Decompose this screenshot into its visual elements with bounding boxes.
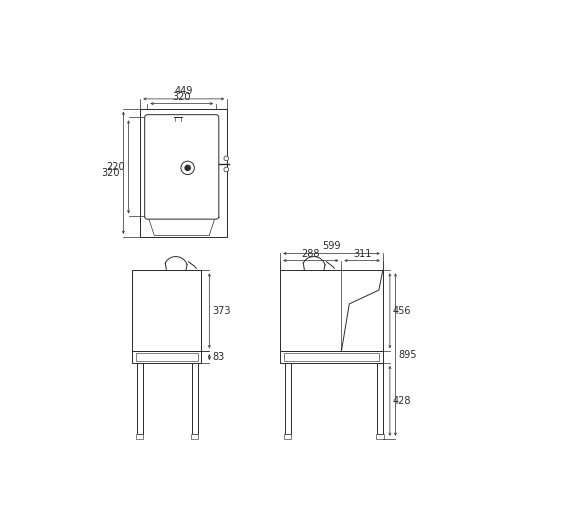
Text: 320: 320 xyxy=(101,168,120,178)
Bar xyxy=(191,434,198,439)
Bar xyxy=(140,109,227,237)
Bar xyxy=(132,351,201,363)
Bar xyxy=(136,434,144,439)
Text: 83: 83 xyxy=(213,352,225,362)
Text: 320: 320 xyxy=(173,92,191,102)
Bar xyxy=(137,363,142,434)
Text: 373: 373 xyxy=(213,306,231,316)
Text: 311: 311 xyxy=(353,248,371,259)
Circle shape xyxy=(224,167,229,172)
Bar xyxy=(132,270,201,351)
Bar xyxy=(136,353,198,361)
Bar xyxy=(285,363,291,434)
Text: 428: 428 xyxy=(393,396,412,406)
Bar xyxy=(377,363,383,434)
Text: 449: 449 xyxy=(174,86,193,96)
Bar xyxy=(377,434,384,439)
Bar xyxy=(280,351,383,363)
Text: 288: 288 xyxy=(302,248,320,259)
Bar xyxy=(132,270,201,351)
Text: 456: 456 xyxy=(393,306,412,316)
Text: 895: 895 xyxy=(398,350,417,359)
Circle shape xyxy=(224,156,229,161)
Bar xyxy=(284,353,379,361)
Text: 599: 599 xyxy=(322,241,341,251)
Circle shape xyxy=(185,165,190,170)
Bar xyxy=(284,434,291,439)
Circle shape xyxy=(181,161,194,175)
Bar xyxy=(280,270,383,351)
Text: 220: 220 xyxy=(107,162,125,172)
Bar xyxy=(192,363,198,434)
FancyBboxPatch shape xyxy=(145,115,219,219)
